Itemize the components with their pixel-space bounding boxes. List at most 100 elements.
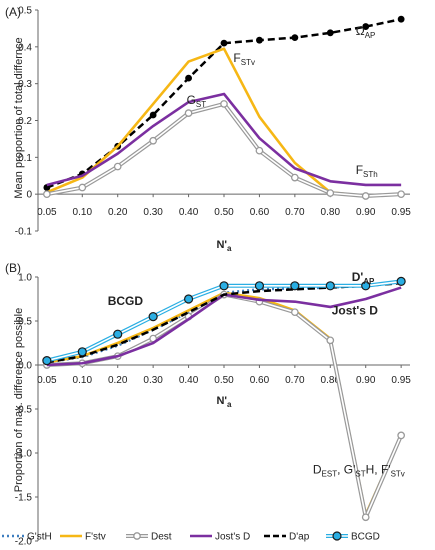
data-point (290, 281, 300, 291)
panel-a-label: (A) (5, 5, 21, 19)
x-tick-label: 0.90 (356, 375, 376, 386)
data-point (113, 162, 122, 171)
x-tick-label: 0.10 (73, 375, 93, 386)
data-point (396, 276, 406, 286)
legend-item-g-sth: G'stH (2, 532, 52, 543)
y-tick-label: 0.5 (18, 317, 32, 328)
data-point (362, 23, 370, 30)
y-tick-label: 0 (26, 190, 32, 201)
data-point (361, 513, 370, 522)
panel-a-axes: -0.1 0 0.1 0.2 0.3 0.4 0.5 0.05 0.10 0.20 0.30 0.40… (15, 6, 412, 238)
data-point (148, 312, 158, 322)
x-tick-label: 0.05 (37, 375, 57, 386)
legend-item-d-ap: D'ap (264, 532, 310, 543)
data-point (77, 347, 87, 357)
data-point (361, 281, 371, 291)
x-tick-label: 0.95 (391, 207, 411, 218)
x-tick-label: 0.80 (321, 207, 341, 218)
x-tick-label: 0.70 (285, 207, 305, 218)
data-point (220, 39, 228, 47)
data-point (183, 294, 194, 304)
annotation-josts-d: Jost's D (332, 303, 379, 317)
y-tick-label: 0.0 (18, 361, 32, 372)
data-point (78, 183, 87, 192)
series-line (46, 47, 402, 198)
series-jost-s-d (46, 286, 402, 367)
panel-b-legend: G'stH F'stv Dest Jost's D D'ap BCGD (2, 531, 380, 543)
series-f-sth (46, 92, 402, 187)
x-tick-label: 0.20 (108, 207, 128, 218)
y-tick-label: -0.5 (15, 405, 33, 416)
panel-b-series (42, 276, 406, 522)
data-point (220, 100, 228, 108)
y-tick-label: 0.1 (18, 153, 32, 164)
data-point (149, 136, 157, 145)
data-point (326, 336, 335, 345)
panel-b-y-axis-label: Proportion of max. difference possible (13, 308, 25, 492)
x-tick-label: 0.95 (391, 375, 411, 386)
legend-item-dest: Dest (126, 532, 172, 543)
x-tick-label: 0.10 (73, 207, 93, 218)
y-tick-label: 0.4 (18, 42, 32, 53)
y-tick-label: 0.2 (18, 116, 32, 127)
series-line (46, 286, 402, 367)
data-point (397, 190, 405, 199)
panel-b-x-axis-label: N'a (216, 395, 232, 409)
y-tick-label: -0.1 (15, 227, 33, 238)
data-point (397, 431, 405, 440)
annotation-dap: D'AP (352, 270, 375, 286)
x-tick-label: 0.30 (143, 207, 163, 218)
legend-marker (133, 532, 141, 540)
x-tick-label: 0.50 (214, 375, 234, 386)
x-tick-label: 0.20 (108, 375, 128, 386)
data-point (113, 329, 123, 339)
data-point (326, 189, 335, 197)
x-tick-label: 0.60 (250, 207, 270, 218)
data-point (361, 192, 370, 200)
annotation-dest-gsth-fstv: DEST, G'STH, F'STv (313, 463, 405, 479)
x-tick-label: 0.40 (179, 207, 199, 218)
data-point (397, 15, 405, 23)
panel-a-series (43, 15, 405, 200)
data-point (291, 173, 299, 182)
panel-a-y-axis-label: Mean proportion of total differnce (13, 37, 25, 198)
series-bcgd (42, 276, 406, 366)
series-g-st (43, 100, 405, 200)
y-tick-label: -1.5 (15, 493, 33, 504)
data-point (42, 356, 52, 366)
panel-b-label: (B) (5, 261, 21, 275)
data-point (184, 109, 193, 117)
data-point (185, 74, 192, 82)
legend-label: G'stH (27, 532, 52, 543)
data-point (291, 34, 299, 42)
x-tick-label: 0.70 (285, 375, 305, 386)
annotation-fstv: FSTv (233, 51, 255, 67)
x-tick-label: 0.30 (143, 375, 163, 386)
y-tick-label: -2.0 (15, 537, 33, 548)
panel-a: (A) Mean proportion of total differnce -… (5, 5, 411, 253)
legend-item-f-stv: F'stv (60, 532, 106, 543)
legend-label: F'stv (85, 532, 106, 543)
panel-b-axes: -2.0 -1.5 -1.0 -0.5 0.0 0.5 1.0 0.05 0.10 0.20 0.3… (15, 273, 412, 548)
legend-label: Dest (151, 532, 172, 543)
data-point (291, 308, 299, 317)
x-tick-label: 0.60 (250, 375, 270, 386)
data-point (254, 281, 265, 291)
data-point (149, 111, 157, 119)
data-point (43, 190, 51, 199)
x-tick-label: 0.40 (179, 375, 199, 386)
panel-b: (B) Proportion of max. difference possib… (2, 261, 411, 548)
legend-label: BCGD (351, 532, 380, 543)
data-point (255, 146, 264, 155)
y-tick-label: 0.3 (18, 79, 32, 90)
x-tick-label: 0.05 (37, 207, 57, 218)
series-f-stv (46, 47, 402, 198)
annotation-fsth: FSTh (356, 163, 378, 179)
legend-marker (332, 531, 342, 541)
legend-item-bcgd: BCGD (326, 531, 380, 543)
legend-label: Jost's D (215, 532, 250, 543)
y-tick-label: 1.0 (18, 273, 32, 284)
data-point (256, 36, 263, 44)
y-tick-label: 0.5 (18, 6, 32, 17)
